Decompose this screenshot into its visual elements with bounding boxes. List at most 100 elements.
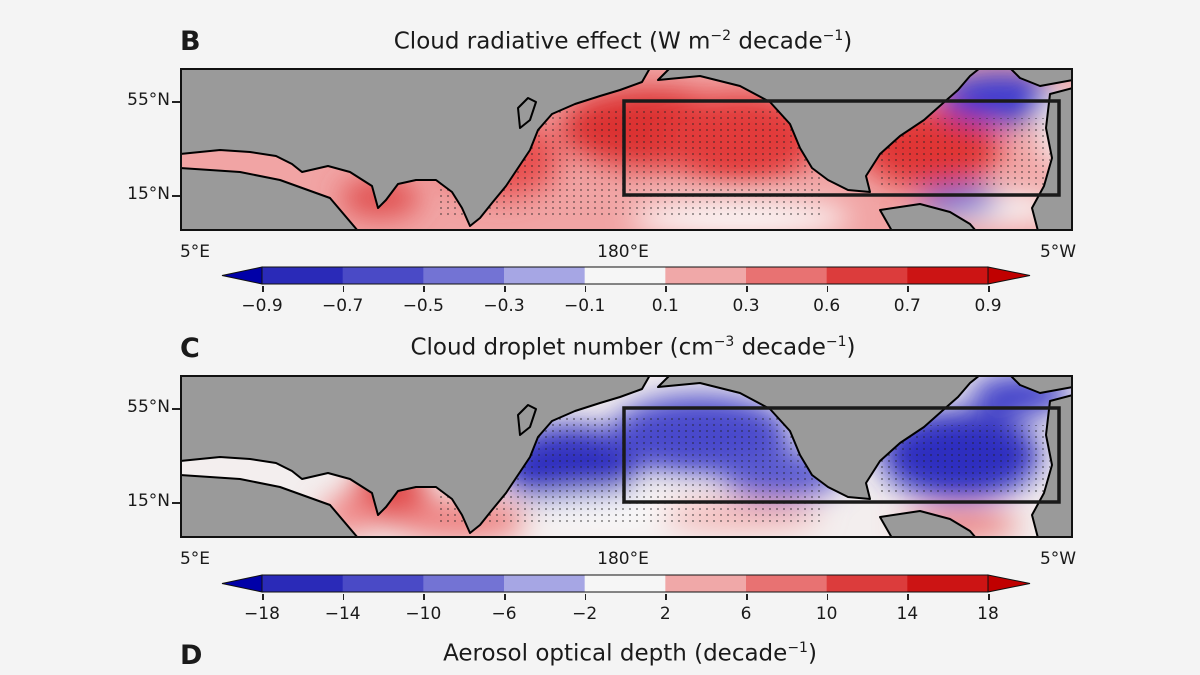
panel-c-title: Cloud droplet number (cm−3 decade−1) — [410, 334, 855, 361]
colorbar-segment — [584, 267, 666, 284]
anomaly-region — [920, 186, 1000, 214]
colorbar-tick — [342, 594, 345, 600]
colorbar-tick — [423, 594, 425, 600]
colorbar-tick — [907, 594, 909, 600]
colorbar-tick — [826, 286, 829, 292]
colorbar-tick — [262, 286, 264, 292]
colorbar-tick-label: 0.9 — [974, 296, 1002, 316]
title-text: ) — [843, 28, 853, 55]
africa-horn-land — [180, 167, 359, 231]
colorbar-tick-label: 0.3 — [732, 296, 760, 316]
panel-b-title: Cloud radiative effect (W m−2 decade−1) — [394, 28, 853, 55]
panel-c-colorbar — [221, 574, 1031, 593]
colorbar-tick — [584, 594, 587, 600]
lat-tick-15n: 15°N — [127, 184, 170, 204]
colorbar-tick-label: −0.7 — [322, 296, 364, 316]
colorbar-tick-label: −10 — [405, 604, 442, 624]
title-sup: −3 — [713, 334, 735, 350]
japan-land — [517, 97, 537, 129]
colorbar-tick-label: −0.3 — [483, 296, 525, 316]
colorbar-tick-label: −0.1 — [564, 296, 606, 316]
colorbar-tick-label: −0.9 — [241, 296, 283, 316]
colorbar-tick-label: −14 — [324, 604, 361, 624]
colorbar-segment — [826, 575, 908, 592]
panel-b-label: B — [180, 26, 201, 57]
lon-tick-180e: 180°E — [597, 549, 649, 569]
colorbar-segment — [826, 267, 908, 284]
colorbar-segment — [342, 267, 424, 284]
africa-horn-land — [180, 474, 359, 538]
colorbar-tick — [826, 594, 829, 600]
title-text: Aerosol optical depth (decade — [443, 640, 788, 667]
title-text: decade — [731, 28, 823, 55]
colorbar-extend-high — [987, 266, 1031, 285]
greenland-land — [1009, 375, 1073, 394]
colorbar-segment — [342, 575, 424, 592]
lat-tick-15n: 15°N — [127, 491, 170, 511]
lon-tick-180e: 180°E — [597, 242, 649, 262]
lat-tick-55n: 55°N — [127, 90, 170, 110]
colorbar-tick-label: 6 — [740, 604, 752, 624]
colorbar-tick — [665, 286, 667, 292]
title-text: decade — [734, 334, 826, 361]
colorbar-segment — [504, 267, 586, 284]
colorbar-frame — [261, 266, 989, 285]
colorbar-segment — [746, 267, 828, 284]
colorbar-tick — [907, 286, 909, 292]
colorbar-segment — [665, 267, 747, 284]
colorbar-segment — [504, 575, 586, 592]
colorbar-tick-label: 0.7 — [893, 296, 921, 316]
colorbar-tick — [746, 594, 748, 600]
panel-c-map — [180, 375, 1073, 538]
map-frame — [180, 375, 1073, 538]
colorbar-segment — [665, 575, 747, 592]
tick-mark — [172, 408, 180, 410]
colorbar-tick — [988, 594, 990, 600]
colorbar-segment — [746, 575, 828, 592]
tick-mark — [172, 101, 180, 103]
colorbar-tick — [584, 286, 587, 292]
colorbar-extend-low — [221, 574, 263, 593]
lon-tick-5w: 5°W — [1039, 549, 1077, 569]
title-sup: −1 — [825, 334, 847, 350]
lon-tick-5e: 5°E — [179, 242, 211, 262]
colorbar-tick — [746, 286, 748, 292]
lat-tick-55n: 55°N — [127, 397, 170, 417]
colorbar-tick-label: 18 — [977, 604, 999, 624]
lon-tick-5e: 5°E — [179, 549, 211, 569]
panel-b-map — [180, 68, 1073, 231]
colorbar-extend-low — [221, 266, 263, 285]
title-text: Cloud radiative effect (W m — [393, 28, 711, 55]
region-box — [622, 406, 1061, 504]
colorbar-segment — [262, 267, 344, 284]
greenland-land — [1009, 68, 1073, 87]
title-sup: −2 — [710, 28, 732, 44]
title-text: ) — [807, 640, 817, 667]
colorbar-tick — [342, 286, 345, 292]
colorbar-tick-label: 0.1 — [651, 296, 679, 316]
north-america-land — [657, 375, 981, 500]
colorbar-tick-label: −18 — [244, 604, 280, 624]
colorbar-tick-label: −2 — [572, 604, 598, 624]
title-text: ) — [846, 334, 856, 361]
colorbar-tick-label: 0.6 — [813, 296, 841, 316]
colorbar-segment — [907, 575, 989, 592]
panel-d-title: Aerosol optical depth (decade−1) — [443, 640, 817, 667]
title-text: Cloud droplet number (cm — [410, 334, 714, 361]
map-frame — [180, 68, 1073, 231]
colorbar-tick-label: 10 — [815, 604, 838, 624]
panel-b-colorbar — [221, 266, 1031, 285]
north-america-land — [657, 68, 981, 193]
colorbar-tick — [988, 286, 990, 292]
south-america-land — [879, 510, 977, 538]
colorbar-frame — [261, 574, 989, 593]
colorbar-segment — [584, 575, 666, 592]
region-box — [622, 99, 1061, 197]
colorbar-extend-high — [987, 574, 1031, 593]
colorbar-tick — [262, 594, 264, 600]
colorbar-tick — [504, 286, 506, 292]
colorbar-segment — [262, 575, 344, 592]
south-america-land — [879, 203, 977, 231]
colorbar-segment — [423, 575, 505, 592]
panel-c-label: C — [180, 333, 200, 364]
